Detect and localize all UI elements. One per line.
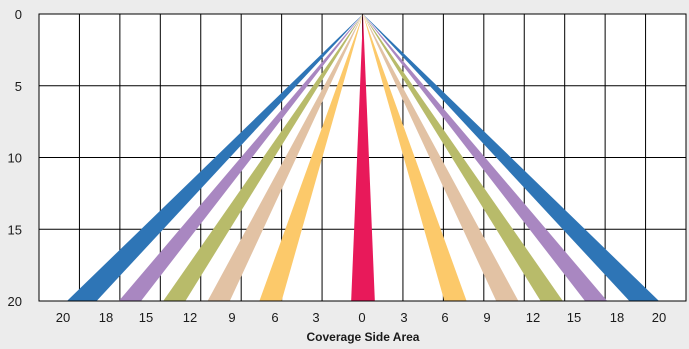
beam-left — [163, 14, 363, 301]
x-tick-label: 6 — [441, 310, 448, 325]
x-tick-labels: 20 18 15 12 9 6 3 0 3 6 9 12 15 18 20 — [56, 310, 666, 325]
x-tick-label: 6 — [271, 310, 278, 325]
y-tick-label: 15 — [8, 222, 22, 237]
plot-border — [38, 13, 687, 302]
x-tick-label: 15 — [567, 310, 581, 325]
beam-series — [67, 14, 659, 301]
x-tick-label: 12 — [526, 310, 540, 325]
x-tick-label: 15 — [139, 310, 153, 325]
beam-right — [363, 14, 659, 301]
y-tick-label: 20 — [8, 294, 22, 309]
beam-left — [118, 14, 363, 301]
x-tick-label: 0 — [358, 310, 365, 325]
x-tick-label: 18 — [610, 310, 624, 325]
beam-right — [363, 14, 467, 301]
x-axis-title: Coverage Side Area — [307, 330, 420, 344]
beam-right — [363, 14, 608, 301]
x-tick-label: 20 — [652, 310, 666, 325]
x-tick-label: 9 — [483, 310, 490, 325]
y-tick-label: 0 — [15, 7, 22, 22]
x-tick-label: 20 — [56, 310, 70, 325]
beam-left — [259, 14, 363, 301]
x-tick-label: 9 — [228, 310, 235, 325]
beam-left — [207, 14, 363, 301]
y-tick-label: 5 — [15, 79, 22, 94]
y-tick-labels: 0 5 10 15 20 — [8, 7, 22, 309]
y-tick-label: 10 — [8, 151, 22, 166]
x-tick-label: 18 — [99, 310, 113, 325]
beam-right — [363, 14, 563, 301]
beam-center — [351, 14, 375, 301]
x-tick-label: 3 — [312, 310, 319, 325]
x-tick-label: 12 — [183, 310, 197, 325]
beam-right — [363, 14, 519, 301]
beam-left — [67, 14, 363, 301]
x-tick-label: 3 — [400, 310, 407, 325]
